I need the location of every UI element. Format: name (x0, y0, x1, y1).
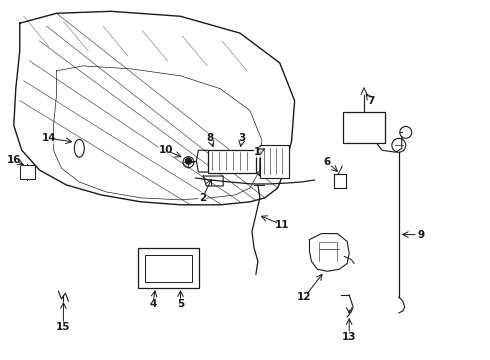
Text: 10: 10 (158, 145, 173, 155)
Text: 5: 5 (177, 299, 184, 309)
Text: 6: 6 (324, 157, 331, 167)
Text: 8: 8 (207, 133, 214, 143)
FancyBboxPatch shape (145, 255, 192, 282)
Text: 4: 4 (149, 299, 156, 309)
Text: 7: 7 (368, 96, 375, 105)
FancyBboxPatch shape (138, 248, 199, 288)
FancyBboxPatch shape (260, 145, 289, 177)
Text: 2: 2 (199, 193, 206, 203)
Circle shape (185, 158, 192, 164)
Text: 3: 3 (239, 133, 245, 143)
Text: 16: 16 (6, 155, 21, 165)
Text: 14: 14 (42, 133, 57, 143)
Ellipse shape (74, 139, 84, 157)
Text: 15: 15 (56, 322, 71, 332)
Text: 12: 12 (297, 292, 312, 302)
Text: 9: 9 (417, 230, 424, 239)
FancyBboxPatch shape (343, 112, 385, 143)
Text: 13: 13 (342, 332, 356, 342)
Text: 11: 11 (274, 220, 289, 230)
FancyBboxPatch shape (208, 150, 256, 172)
Text: 1: 1 (254, 147, 262, 157)
FancyBboxPatch shape (20, 165, 35, 179)
